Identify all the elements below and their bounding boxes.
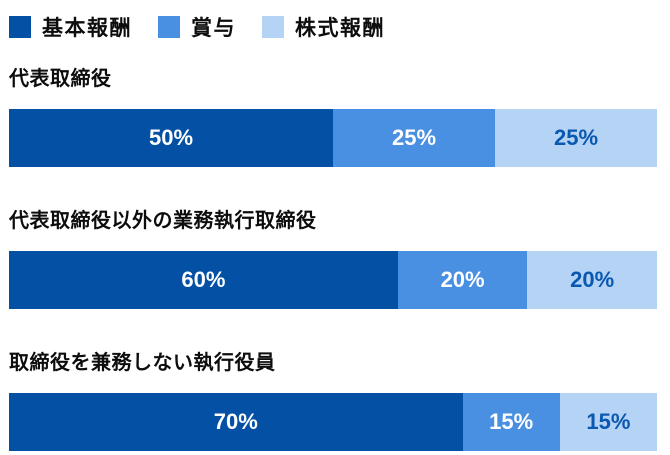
- segment-value-label: 20%: [440, 267, 485, 292]
- stacked-bar: 70% 15% 15%: [9, 393, 657, 451]
- bar-group-title: 取締役を兼務しない執行役員: [9, 352, 276, 374]
- stacked-bar: 50% 25% 25%: [9, 109, 657, 167]
- bar-segment-base-compensation: 50%: [9, 109, 333, 167]
- stacked-bar: 60% 20% 20%: [9, 251, 657, 309]
- bar-group-executive-officers: 取締役を兼務しない執行役員 70% 15% 15%: [9, 349, 657, 451]
- legend-label-stock-compensation: 株式報酬: [295, 17, 385, 40]
- legend-swatch-bonus: [158, 16, 180, 38]
- bar-group-executive-directors: 代表取締役以外の業務執行取締役 60% 20% 20%: [9, 207, 657, 309]
- legend-item-base-compensation: 基本報酬: [9, 12, 132, 42]
- bar-segment-base-compensation: 70%: [9, 393, 463, 451]
- bar-segment-stock-compensation: 15%: [559, 393, 657, 451]
- segment-value-label: 25%: [553, 125, 599, 150]
- bar-segment-bonus: 25%: [333, 109, 495, 167]
- bar-segment-bonus: 20%: [397, 251, 528, 309]
- segment-value-label: 50%: [148, 125, 194, 150]
- segment-value-label: 60%: [181, 267, 226, 292]
- segment-value-label: 15%: [586, 409, 631, 434]
- legend-item-stock-compensation: 株式報酬: [262, 12, 385, 42]
- segment-value-label: 25%: [391, 125, 437, 150]
- bar-segment-bonus: 15%: [462, 393, 560, 451]
- segment-value-label: 70%: [213, 409, 258, 434]
- legend-swatch-base-compensation: [9, 16, 31, 38]
- legend-label-bonus: 賞与: [191, 17, 236, 40]
- bar-segment-base-compensation: 60%: [9, 251, 398, 309]
- legend-swatch-stock-compensation: [262, 16, 284, 38]
- bar-group-title: 代表取締役以外の業務執行取締役: [9, 210, 317, 232]
- bar-segment-stock-compensation: 20%: [527, 251, 657, 309]
- bar-group-title: 代表取締役: [9, 68, 112, 90]
- legend-item-bonus: 賞与: [158, 12, 236, 42]
- segment-value-label: 15%: [489, 409, 534, 434]
- legend-label-base-compensation: 基本報酬: [42, 17, 132, 40]
- bar-segment-stock-compensation: 25%: [495, 109, 657, 167]
- bar-group-representative-director: 代表取締役 50% 25% 25%: [9, 65, 657, 167]
- chart-legend: 基本報酬 賞与 株式報酬: [9, 12, 657, 42]
- segment-value-label: 20%: [570, 267, 615, 292]
